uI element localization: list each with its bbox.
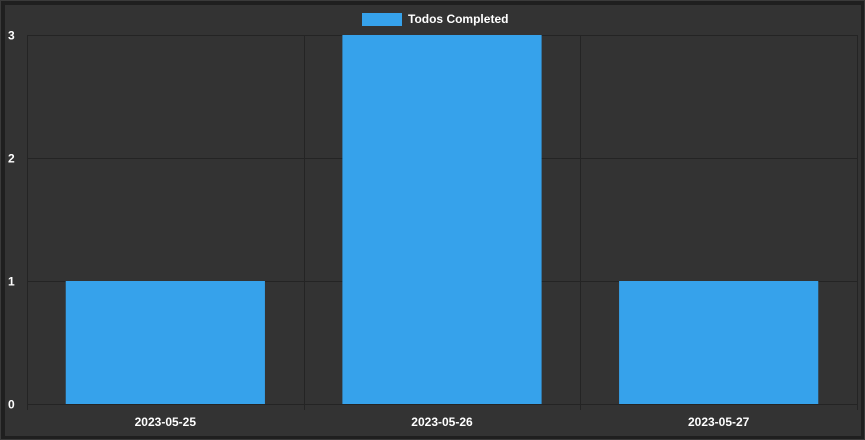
x-axis-ticks: 2023-05-25 2023-05-26 2023-05-27 [135, 415, 750, 429]
bar [342, 35, 542, 404]
bar [65, 281, 265, 404]
bar [619, 281, 819, 404]
x-tick-label: 2023-05-27 [688, 415, 750, 429]
y-tick-label: 3 [8, 29, 15, 43]
x-tick-label: 2023-05-25 [135, 415, 197, 429]
bars [65, 35, 819, 404]
legend[interactable]: Todos Completed [362, 12, 508, 26]
y-axis-ticks: 0 1 2 3 [8, 29, 15, 412]
y-tick-label: 2 [8, 152, 15, 166]
y-tick-label: 1 [8, 275, 15, 289]
legend-label: Todos Completed [408, 12, 508, 26]
y-tick-label: 0 [8, 398, 15, 412]
legend-swatch [362, 13, 402, 26]
x-tick-label: 2023-05-26 [411, 415, 473, 429]
